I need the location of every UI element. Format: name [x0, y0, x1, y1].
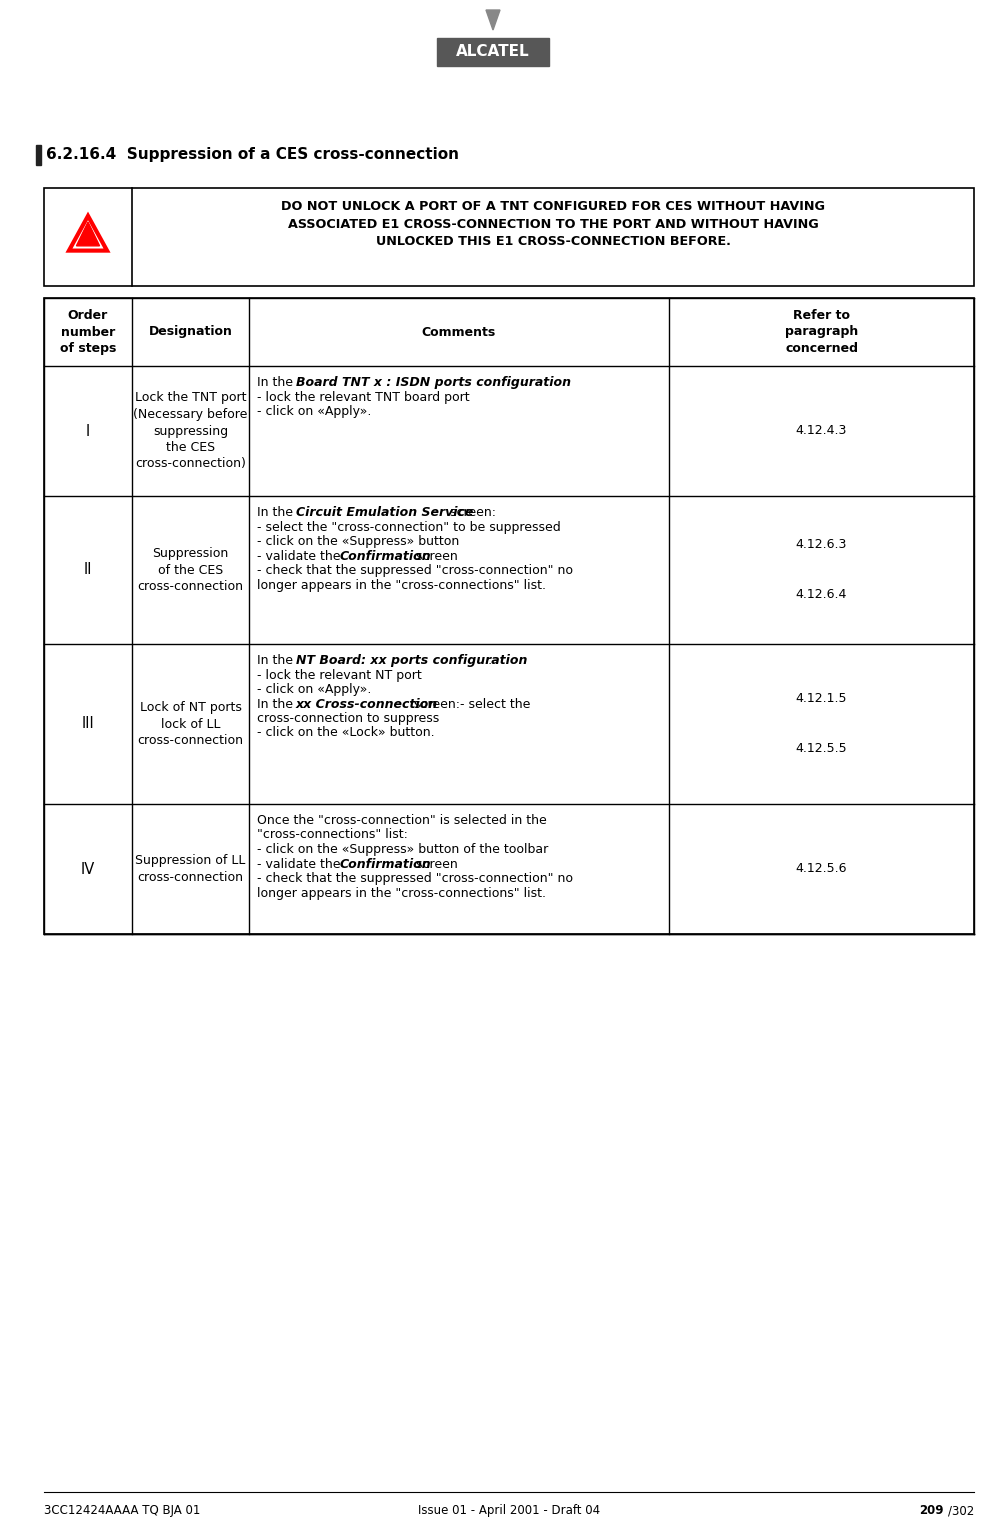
Text: DO NOT UNLOCK A PORT OF A TNT CONFIGURED FOR CES WITHOUT HAVING
ASSOCIATED E1 CR: DO NOT UNLOCK A PORT OF A TNT CONFIGURED… [281, 200, 825, 248]
Text: Once the "cross-connection" is selected in the: Once the "cross-connection" is selected … [257, 814, 547, 827]
Text: - click on the «Lock» button.: - click on the «Lock» button. [257, 726, 435, 740]
Text: Designation: Designation [149, 325, 233, 339]
Text: screen:- select the: screen:- select the [409, 697, 529, 711]
Text: - check that the suppressed "cross-connection" no: - check that the suppressed "cross-conne… [257, 564, 573, 578]
Text: ALCATEL: ALCATEL [457, 44, 529, 60]
Text: Issue 01 - April 2001 - Draft 04: Issue 01 - April 2001 - Draft 04 [418, 1504, 600, 1517]
Text: Refer to
paragraph
concerned: Refer to paragraph concerned [785, 309, 858, 354]
Text: - lock the relevant NT port: - lock the relevant NT port [257, 669, 422, 681]
Text: In the: In the [257, 654, 297, 668]
Text: screen: screen [411, 550, 458, 562]
Text: 4.12.5.6: 4.12.5.6 [796, 862, 847, 876]
Text: In the: In the [257, 376, 297, 390]
Text: In the: In the [257, 697, 297, 711]
Text: 6.2.16.4  Suppression of a CES cross-connection: 6.2.16.4 Suppression of a CES cross-conn… [46, 148, 459, 162]
Polygon shape [486, 11, 500, 31]
Text: screen: screen [411, 857, 458, 871]
Text: - validate the: - validate the [257, 857, 344, 871]
Text: Confirmation: Confirmation [339, 550, 431, 562]
Bar [36, 145, 41, 165]
Text: - check that the suppressed "cross-connection" no: - check that the suppressed "cross-conne… [257, 872, 573, 885]
Text: Lock the TNT port
(Necessary before
suppressing
the CES
cross-connection): Lock the TNT port (Necessary before supp… [133, 391, 247, 471]
Text: III: III [82, 717, 95, 732]
Text: - click on the «Suppress» button: - click on the «Suppress» button [257, 535, 459, 549]
Text: 3CC12424AAAA TQ BJA 01: 3CC12424AAAA TQ BJA 01 [44, 1504, 200, 1517]
Text: - click on «Apply».: - click on «Apply». [257, 683, 372, 695]
Polygon shape [77, 222, 100, 246]
Text: longer appears in the "cross-connections" list.: longer appears in the "cross-connections… [257, 886, 546, 900]
Text: Comments: Comments [422, 325, 496, 339]
Bar [44, 188, 974, 286]
Text: :: : [524, 376, 528, 390]
Text: Board TNT x : ISDN ports configuration: Board TNT x : ISDN ports configuration [296, 376, 571, 390]
Text: NT Board: xx ports configuration: NT Board: xx ports configuration [296, 654, 527, 668]
Text: "cross-connections" list:: "cross-connections" list: [257, 828, 408, 842]
Text: Confirmation: Confirmation [339, 857, 431, 871]
Text: IV: IV [81, 862, 95, 877]
Text: screen:: screen: [446, 506, 496, 520]
Text: :: : [487, 654, 492, 668]
Text: II: II [84, 562, 93, 578]
Text: 209: 209 [920, 1504, 944, 1517]
Text: - click on «Apply».: - click on «Apply». [257, 405, 372, 419]
Text: 4.12.4.3: 4.12.4.3 [796, 425, 847, 437]
Text: Suppression of LL
cross-connection: Suppression of LL cross-connection [135, 854, 246, 883]
Text: Suppression
of the CES
cross-connection: Suppression of the CES cross-connection [137, 547, 244, 593]
Text: In the: In the [257, 506, 297, 520]
Polygon shape [69, 215, 107, 251]
Text: longer appears in the "cross-connections" list.: longer appears in the "cross-connections… [257, 579, 546, 591]
Text: xx Cross-connection: xx Cross-connection [296, 697, 438, 711]
Text: 4.12.6.3

4.12.6.4: 4.12.6.3 4.12.6.4 [796, 538, 847, 602]
Text: cross-connection to suppress: cross-connection to suppress [257, 712, 439, 724]
Text: - lock the relevant TNT board port: - lock the relevant TNT board port [257, 391, 469, 403]
Text: Circuit Emulation Service: Circuit Emulation Service [296, 506, 473, 520]
Text: - validate the: - validate the [257, 550, 344, 562]
Text: 4.12.1.5

4.12.5.5: 4.12.1.5 4.12.5.5 [796, 692, 847, 755]
Text: Order
number
of steps: Order number of steps [60, 309, 116, 354]
Text: /302: /302 [948, 1504, 974, 1517]
Text: - click on the «Suppress» button of the toolbar: - click on the «Suppress» button of the … [257, 843, 548, 856]
Bar [44, 298, 974, 934]
Bar [437, 38, 549, 66]
Text: I: I [86, 423, 90, 439]
Text: - select the "cross-connection" to be suppressed: - select the "cross-connection" to be su… [257, 521, 561, 533]
Text: Lock of NT ports
lock of LL
cross-connection: Lock of NT ports lock of LL cross-connec… [137, 701, 244, 747]
